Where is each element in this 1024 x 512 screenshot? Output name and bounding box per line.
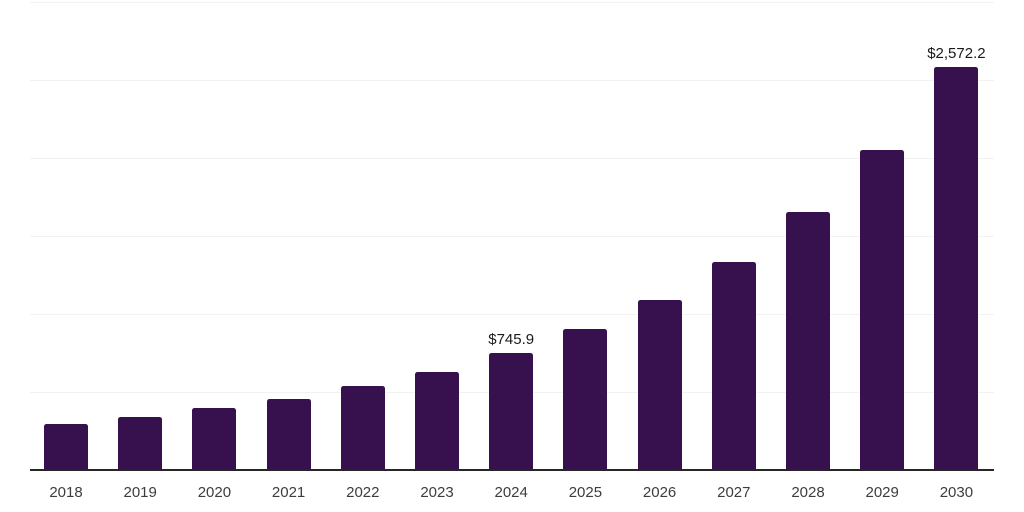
bar-2028[interactable] [786, 211, 830, 469]
x-axis-line [30, 469, 994, 471]
x-tick-label-2018: 2018 [49, 484, 83, 501]
data-label-2030: $2,572.2 [927, 45, 986, 63]
x-tick-label-2028: 2028 [791, 484, 825, 501]
x-tick-label-2026: 2026 [642, 484, 677, 501]
bar-2022[interactable] [340, 385, 385, 469]
bar-2020[interactable] [192, 407, 237, 469]
bar-2019[interactable] [118, 416, 163, 469]
x-tick-label-2030: 2030 [939, 484, 974, 501]
x-tick-label-2019: 2019 [123, 484, 157, 501]
x-tick-label-2021: 2021 [271, 484, 306, 501]
gridline [30, 313, 994, 315]
x-tick-label-2022: 2022 [346, 484, 380, 501]
x-tick-label-2029: 2029 [865, 484, 899, 501]
bar-2030[interactable] [934, 67, 979, 469]
x-axis-tick-labels: 2018 2019 2020 2021 2022 2023 2024 2025 2026 2027… [0, 484, 1024, 504]
bar-2024[interactable] [489, 352, 534, 469]
bar-2025[interactable] [563, 328, 608, 469]
data-label-2024: $745.9 [488, 330, 535, 348]
x-tick-label-2027: 2027 [717, 484, 751, 501]
gridline [30, 157, 994, 159]
gridline [30, 79, 994, 81]
bar-2018[interactable] [44, 423, 88, 469]
x-tick-label-2020: 2020 [197, 484, 232, 501]
bar-2029[interactable] [860, 150, 905, 469]
bar-2023[interactable] [415, 371, 459, 469]
gridline [30, 1, 994, 3]
gridline [30, 235, 994, 237]
x-tick-label-2025: 2025 [568, 484, 603, 501]
bar-2021[interactable] [266, 398, 311, 469]
x-tick-label-2023: 2023 [420, 484, 454, 501]
bar-2026[interactable] [637, 299, 682, 469]
x-tick-label-2024: 2024 [494, 484, 528, 501]
plot-area: $745.9 $2,572.2 [30, 1, 994, 471]
bar-2027[interactable] [711, 261, 756, 469]
